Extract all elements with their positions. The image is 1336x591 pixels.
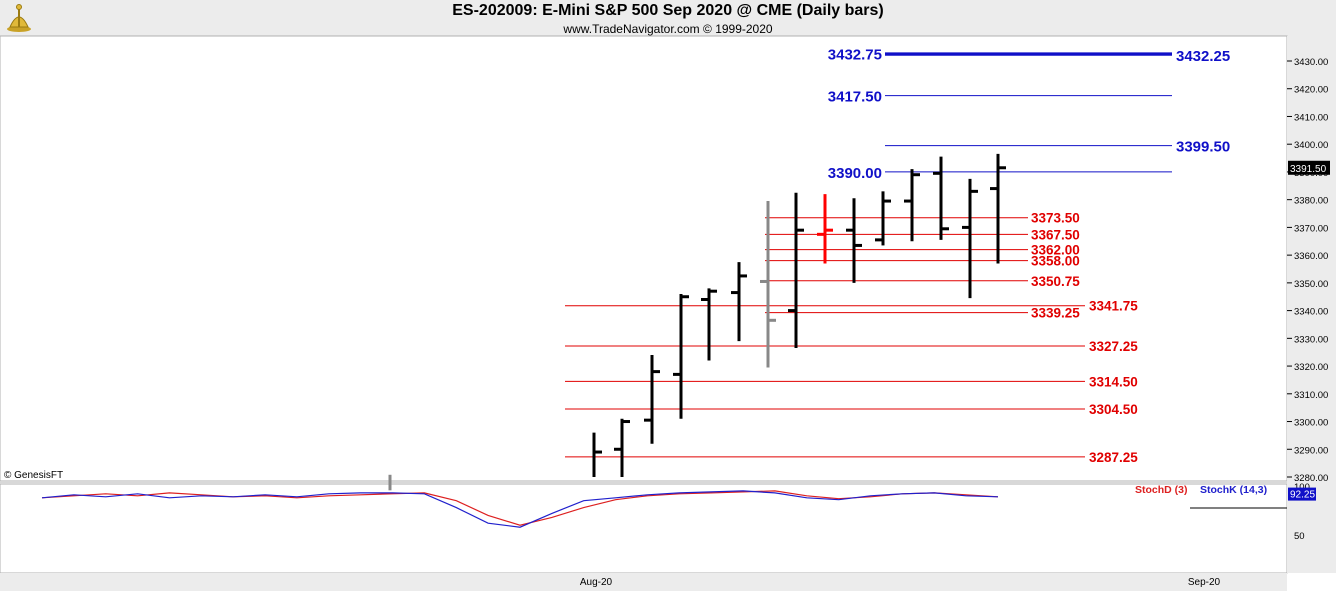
copyright-label: © GenesisFT [4, 470, 63, 481]
price-axis [1287, 36, 1336, 573]
price-tick-label: 3340.00 [1294, 307, 1328, 318]
ohlc-bar[interactable] [673, 293, 689, 419]
ohlc-bar[interactable] [788, 192, 804, 349]
ohlc-bar[interactable] [817, 194, 833, 264]
support-label: 3327.25 [1089, 339, 1138, 354]
date-tick-label: Aug-20 [580, 577, 613, 588]
ohlc-bar[interactable] [614, 418, 630, 477]
price-pane [0, 35, 1288, 482]
support-label: 3314.50 [1089, 374, 1138, 389]
support-label: 3358.00 [1031, 254, 1080, 269]
ohlc-bar[interactable] [933, 156, 949, 240]
price-tick-label: 3280.00 [1294, 473, 1328, 484]
support-label: 3350.75 [1031, 274, 1080, 289]
price-tick-label: 3300.00 [1294, 418, 1328, 429]
support-label: 3373.50 [1031, 211, 1080, 226]
support-label: 3362.00 [1031, 243, 1080, 258]
ohlc-bar[interactable] [701, 288, 717, 361]
ohlc-bar[interactable] [846, 198, 862, 283]
stoch-legend-entry: StochD (3) [1135, 484, 1188, 496]
ohlc-bar[interactable] [904, 169, 920, 242]
ohlc-bar[interactable] [592, 432, 602, 477]
price-tick-label: 3330.00 [1294, 334, 1328, 345]
stoch-last-box [1288, 487, 1316, 501]
ohlc-bar[interactable] [990, 153, 1006, 264]
ohlc-bar[interactable] [875, 191, 891, 246]
ohlc-bar[interactable] [962, 178, 978, 299]
last-price-box [1288, 160, 1330, 175]
date-axis [0, 573, 1287, 591]
stoch-tick-label: 100 [1294, 482, 1310, 493]
stoch-series-line [41, 490, 999, 526]
price-tick-label: 3430.00 [1294, 57, 1328, 68]
resistance-label: 3417.50 [828, 89, 882, 106]
price-tick-label: 3400.00 [1294, 140, 1328, 151]
price-tick-label: 3350.00 [1294, 279, 1328, 290]
chart-header [0, 0, 1336, 36]
price-tick-label: 3290.00 [1294, 445, 1328, 456]
price-tick-label: 3410.00 [1294, 112, 1328, 123]
price-tick-label: 3380.00 [1294, 196, 1328, 207]
chart-subtitle: www.TradeNavigator.com © 1999-2020 [563, 22, 773, 36]
chart-title: ES-202009: E-Mini S&P 500 Sep 2020 @ CME… [452, 2, 884, 19]
trade-navigator-logo-icon [7, 4, 31, 32]
price-tick-label: 3370.00 [1294, 223, 1328, 234]
ohlc-bar[interactable] [731, 262, 747, 342]
stoch-last-label: 92.25 [1290, 490, 1315, 501]
last-price-label: 3391.50 [1290, 164, 1327, 175]
resistance-label: 3390.00 [828, 165, 882, 182]
resistance-label: 3399.50 [1176, 139, 1230, 156]
ohlc-bar[interactable] [644, 354, 660, 444]
support-label: 3341.75 [1089, 299, 1138, 314]
price-tick-label: 3310.00 [1294, 390, 1328, 401]
support-label: 3287.25 [1089, 450, 1138, 465]
pane-splitter[interactable] [0, 481, 1287, 484]
stoch-series-line [41, 490, 999, 528]
stochastic-pane [0, 483, 1288, 574]
price-tick-label: 3320.00 [1294, 362, 1328, 373]
support-label: 3367.50 [1031, 227, 1080, 242]
ohlc-bar[interactable] [760, 201, 776, 368]
support-label: 3339.25 [1031, 306, 1080, 321]
resistance-label: 3432.75 [828, 46, 882, 63]
stoch-legend-entry: StochK (14,3) [1200, 484, 1267, 496]
support-label: 3304.50 [1089, 402, 1138, 417]
price-tick-label: 3360.00 [1294, 251, 1328, 262]
resistance-label: 3432.25 [1176, 48, 1230, 65]
stoch-tick-label: 50 [1294, 531, 1305, 542]
price-tick-label: 3420.00 [1294, 85, 1328, 96]
date-tick-label: Sep-20 [1188, 577, 1221, 588]
